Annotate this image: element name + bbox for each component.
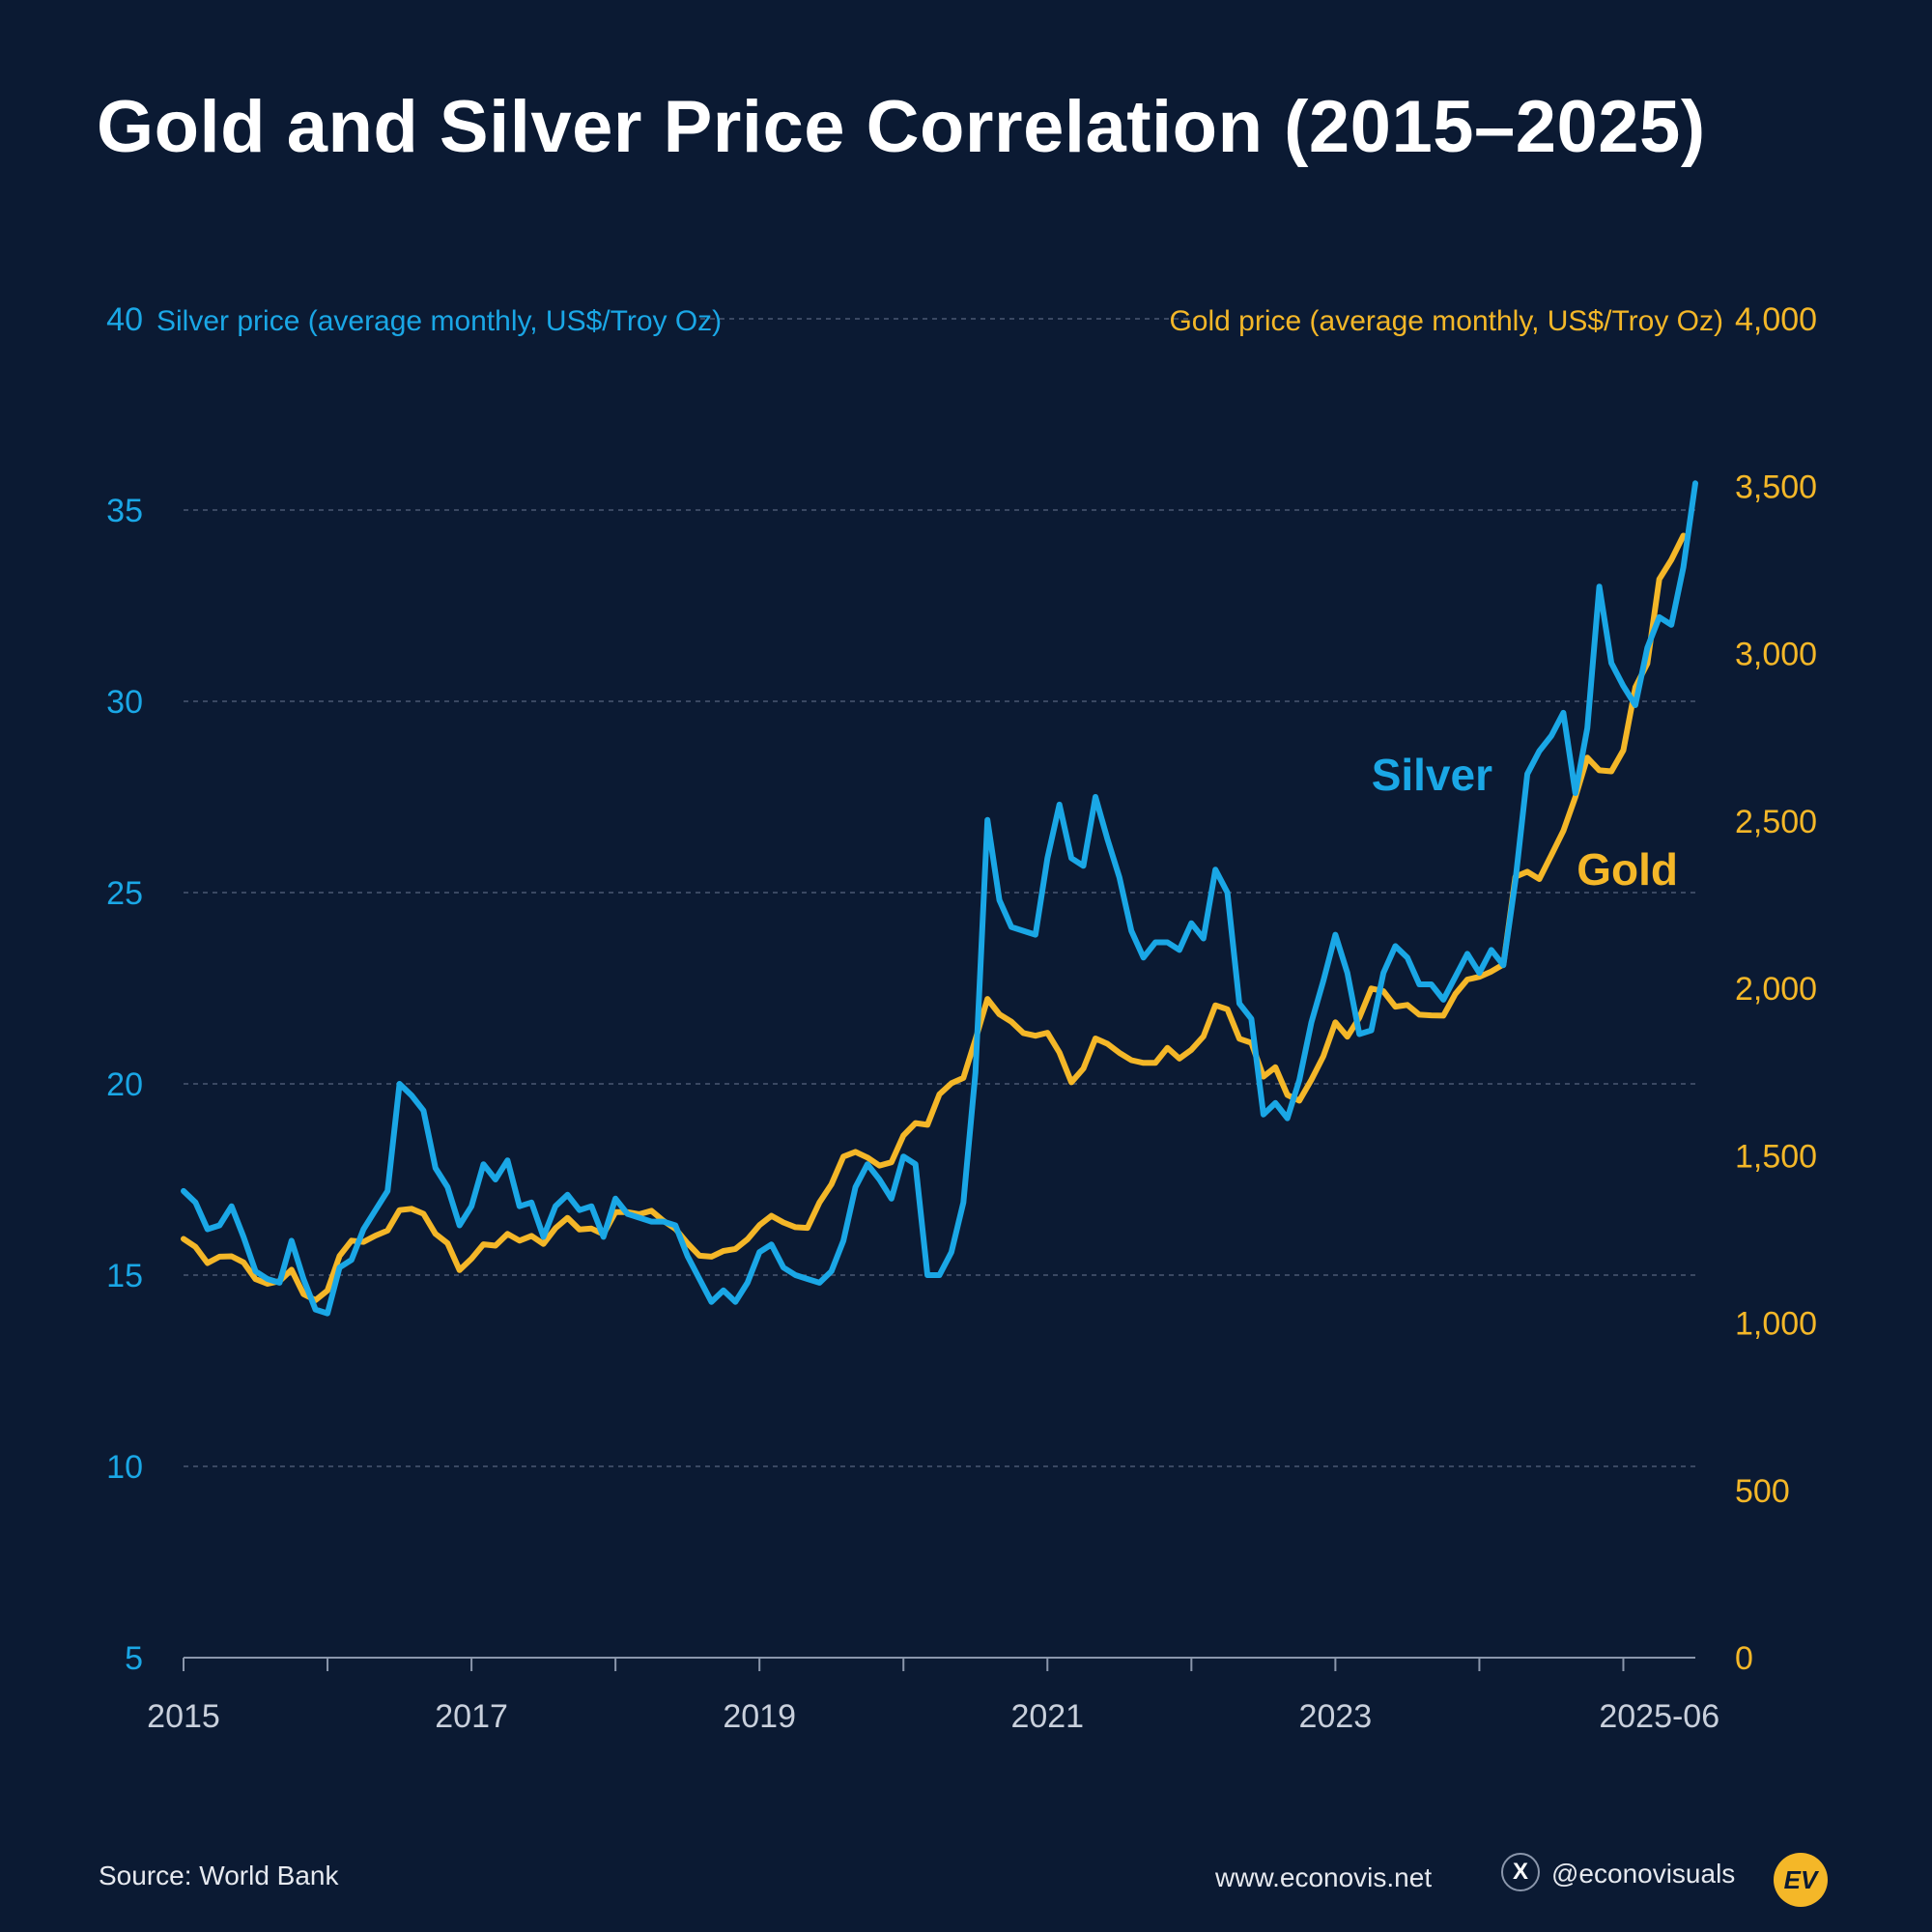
right-tick-label: 2,000 (1735, 971, 1817, 1008)
left-tick-label: 20 (106, 1066, 143, 1103)
left-tick-label: 5 (125, 1640, 143, 1677)
x-tick-label: 2015 (147, 1698, 220, 1735)
x-tick-label: 2021 (1010, 1698, 1084, 1735)
source-note: Source: World Bank (99, 1861, 339, 1890)
x-tick-label: 2017 (435, 1698, 508, 1735)
series-line-gold (181, 532, 1687, 1303)
website-link[interactable]: www.econovis.net (1215, 1862, 1433, 1892)
right-tick-label: 3,000 (1735, 637, 1817, 673)
left-tick-label: 30 (106, 684, 143, 721)
right-tick-label: 2,500 (1735, 804, 1817, 840)
x-tick-label: 2025-06 (1599, 1698, 1719, 1735)
series-label-silver: Silver (1372, 750, 1492, 800)
social-handle[interactable]: @econovisuals (1551, 1859, 1736, 1889)
econovis-logo: EV (1774, 1853, 1828, 1907)
x-tick-label: 2019 (723, 1698, 796, 1735)
left-tick-label: 15 (106, 1258, 143, 1294)
right-tick-label: 500 (1735, 1473, 1790, 1510)
right-axis-title: Gold price (average monthly, US$/Troy Oz… (1169, 305, 1723, 337)
chart-title: Gold and Silver Price Correlation (2015–… (97, 86, 1706, 168)
right-tick-label: 1,500 (1735, 1138, 1817, 1175)
x-tick-label: 2023 (1299, 1698, 1373, 1735)
x-logo-icon: X (1501, 1853, 1540, 1891)
left-tick-label: 10 (106, 1449, 143, 1486)
left-tick-label: 25 (106, 875, 143, 912)
left-tick-label: 35 (106, 493, 143, 529)
right-tick-label: 1,000 (1735, 1306, 1817, 1343)
right-tick-label: 3,500 (1735, 469, 1817, 505)
left-tick-label: 40 (106, 301, 143, 338)
right-tick-label: 4,000 (1735, 301, 1817, 338)
left-axis-title: Silver price (average monthly, US$/Troy … (156, 305, 722, 337)
right-tick-label: 0 (1735, 1640, 1753, 1677)
series-line-silver (181, 480, 1698, 1317)
series-label-gold: Gold (1577, 844, 1678, 895)
